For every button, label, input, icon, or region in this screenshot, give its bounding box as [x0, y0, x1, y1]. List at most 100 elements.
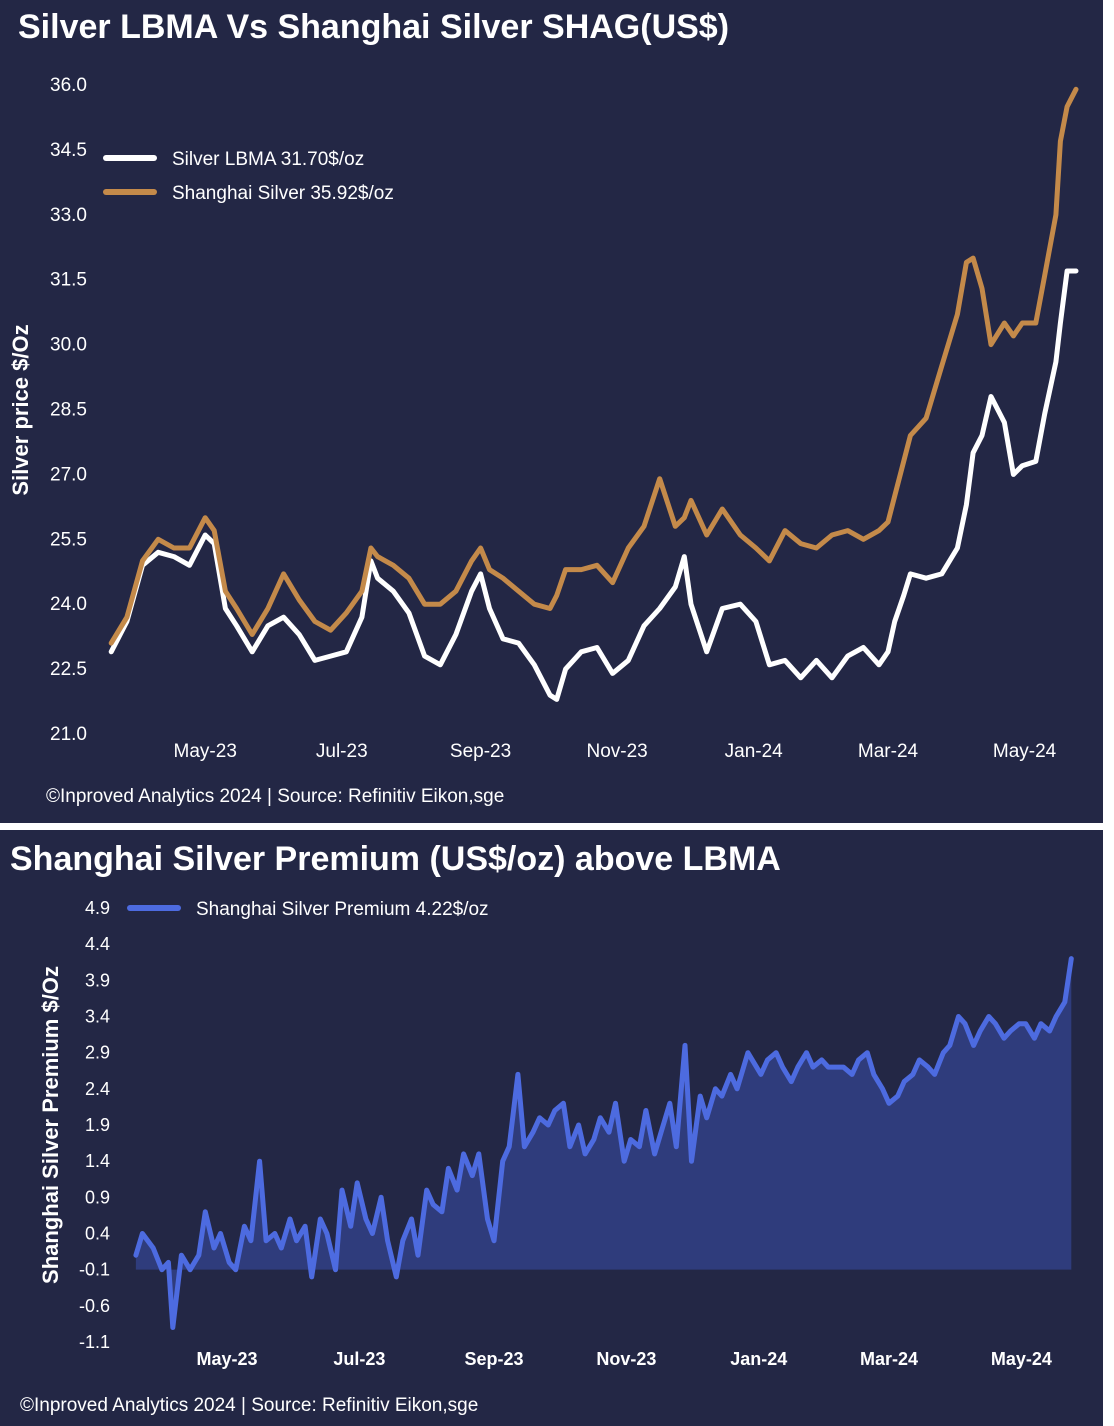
y-tick-label: 3.4	[85, 1007, 110, 1027]
data-point	[1075, 270, 1077, 272]
data-point	[1059, 322, 1062, 324]
data-point	[376, 555, 379, 558]
data-point	[188, 547, 191, 549]
data-point	[386, 1239, 389, 1242]
data-point	[439, 603, 442, 605]
data-point	[988, 1015, 990, 1018]
data-point	[721, 607, 724, 610]
data-point	[251, 633, 253, 636]
y-tick-label: -0.1	[79, 1260, 110, 1280]
credit-text: ©Inproved Analytics 2024 | Source: Refin…	[46, 786, 505, 807]
data-point	[979, 1030, 981, 1032]
data-point	[1055, 214, 1057, 216]
x-tick-label: May-23	[196, 1349, 257, 1369]
data-point	[234, 1268, 237, 1271]
data-point	[611, 672, 614, 675]
data-point	[470, 560, 473, 562]
data-point	[1003, 421, 1006, 424]
data-point	[219, 1232, 222, 1235]
data-point	[1012, 473, 1015, 476]
data-point	[690, 1160, 693, 1162]
data-point	[925, 417, 927, 420]
y-tick-label: 2.4	[85, 1079, 110, 1099]
data-point	[380, 1196, 382, 1199]
data-point	[533, 603, 536, 605]
data-point	[455, 590, 457, 592]
y-tick-label: 21.0	[50, 724, 87, 745]
data-point	[298, 599, 301, 601]
data-point	[846, 655, 849, 657]
x-tick-label: Jan-24	[725, 741, 784, 762]
data-point	[790, 1080, 793, 1083]
data-point	[1064, 1001, 1066, 1003]
data-point	[508, 1145, 511, 1148]
data-point	[965, 261, 968, 264]
data-point	[334, 1268, 337, 1271]
data-point	[265, 1239, 267, 1242]
data-point	[408, 612, 410, 614]
data-point	[721, 1095, 723, 1097]
data-point	[768, 560, 771, 562]
data-point	[488, 607, 491, 610]
data-point	[304, 1225, 306, 1228]
data-point	[267, 607, 269, 610]
x-tick-label: Jul-23	[333, 1349, 385, 1369]
data-point	[768, 664, 771, 666]
data-point	[235, 607, 238, 610]
x-tick-label: Sep-23	[450, 741, 511, 762]
data-point	[699, 1095, 701, 1097]
data-point	[593, 1138, 595, 1141]
data-point	[760, 1073, 762, 1076]
data-point	[423, 655, 426, 657]
data-point	[517, 1073, 519, 1076]
legend-label: Shanghai Silver 35.92$/oz	[172, 183, 394, 204]
data-point	[549, 607, 551, 610]
data-point	[173, 555, 175, 558]
x-tick-label: Nov-23	[596, 1349, 656, 1369]
data-point	[623, 1160, 625, 1162]
data-point	[549, 694, 551, 696]
data-point	[167, 1261, 170, 1264]
y-tick-label: 4.4	[85, 934, 110, 954]
data-point	[1048, 1030, 1051, 1032]
data-point	[1035, 460, 1037, 463]
data-point	[1024, 1022, 1027, 1025]
data-point	[747, 1051, 749, 1054]
data-point	[881, 1088, 884, 1090]
y-tick-label: 24.0	[50, 594, 87, 615]
data-point	[714, 1088, 717, 1090]
y-axis-label: Shanghai Silver Premium $/Oz	[38, 966, 63, 1284]
premium-chart: 4.9 4.4 3.9 3.4 2.9 2.4 1.9 1.4 0.9 0.4 -0.1 -0.6 -1…	[38, 898, 1074, 1369]
data-point	[705, 1117, 708, 1119]
y-tick-label: 28.5	[50, 400, 87, 421]
data-point	[949, 1044, 951, 1047]
data-point	[180, 1254, 183, 1256]
data-point	[775, 1051, 777, 1054]
data-point	[755, 620, 757, 623]
y-tick-label: 0.9	[85, 1187, 110, 1207]
data-point	[267, 625, 269, 627]
data-point	[739, 603, 742, 605]
data-point	[1012, 335, 1015, 337]
legend-label: Silver LBMA 31.70$/oz	[172, 149, 364, 170]
data-point	[110, 642, 112, 644]
data-point	[1070, 957, 1073, 960]
data-point	[361, 590, 363, 592]
data-point	[866, 1051, 869, 1054]
data-point	[902, 460, 905, 463]
data-point	[878, 529, 880, 532]
data-point	[224, 590, 227, 592]
data-point	[805, 1051, 808, 1054]
y-tick-label: 3.9	[85, 970, 110, 990]
data-point	[280, 1247, 283, 1249]
y-tick-label: 4.9	[85, 898, 110, 918]
data-point	[282, 573, 285, 575]
data-point	[994, 1022, 997, 1025]
y-tick-label: 2.9	[85, 1043, 110, 1063]
data-point	[486, 1218, 489, 1220]
series-line	[108, 268, 1079, 702]
data-point	[596, 564, 598, 567]
data-point	[479, 573, 482, 575]
data-point	[410, 1218, 413, 1220]
data-point	[577, 1124, 580, 1126]
